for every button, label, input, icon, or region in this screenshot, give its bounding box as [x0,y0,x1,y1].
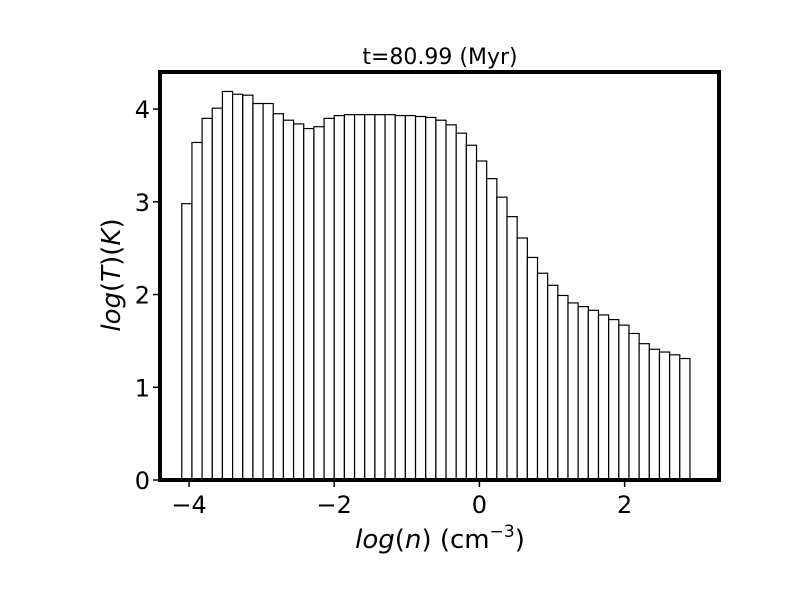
x-axis-label-var: n [405,525,421,555]
x-tick-label: −2 [317,491,352,519]
x-tick-label: 2 [617,491,632,519]
y-tick-label: 2 [135,282,150,310]
x-axis-label-open: ( [395,525,405,555]
bars [181,90,691,481]
x-tick-label: 0 [472,491,487,519]
histogram-bar [211,107,224,481]
histogram-bar [628,332,640,481]
histogram-bar [435,119,447,481]
histogram-bar [333,114,345,481]
histogram-bar [221,90,234,481]
histogram-bar [608,318,620,481]
histogram-bar [445,124,457,481]
x-tick-label: −4 [171,491,206,519]
histogram-bar [201,117,213,481]
histogram-bar [587,309,600,481]
histogram-bar [353,114,366,481]
y-tick-label: 4 [135,96,150,124]
histogram-bar [526,256,539,481]
y-axis-label-open: ( [97,282,127,292]
y-tick-label: 1 [135,374,150,402]
histogram-bar [557,294,569,481]
y-axis-label-unit-close: ) [97,218,127,228]
histogram-bar [547,284,559,481]
histogram-bar [455,132,467,481]
plot-frame [158,70,721,482]
histogram-bar [496,196,508,481]
y-tick-label: 3 [135,189,150,217]
histogram-bar [618,324,630,481]
histogram-bar [536,272,549,481]
histogram-bar [425,116,437,481]
histogram-bar [597,314,610,481]
y-axis-ticks: 0 1 2 3 4 [135,96,160,495]
histogram-bar [303,127,315,481]
chart-title: t=80.99 (Myr) [362,45,517,70]
x-axis-label-close: ) [421,525,431,555]
y-axis-label: log(T)(K) [97,218,127,331]
histogram-bar [364,114,376,481]
histogram-bar [191,141,203,481]
x-axis-ticks: −4 −2 0 2 [171,480,632,519]
histogram-bar [384,114,396,481]
y-axis-label-close: ) [97,256,127,266]
x-axis-label-unit-exponent: −3 [490,522,515,542]
histogram-bar [577,306,589,481]
histogram-bar [679,357,691,481]
x-axis-label-unit: (cm [432,525,490,555]
histogram-bar [323,117,335,481]
histogram-bar [343,114,356,481]
histogram-bar [669,354,681,481]
histogram-bar [638,343,650,481]
histogram-bar [313,126,325,481]
histogram-bar [567,302,579,481]
y-axis-label-unit: K [97,227,127,246]
histogram-bar [181,203,193,481]
y-axis-label-func: log [97,292,127,332]
y-tick-label: 0 [135,467,150,495]
histogram-bar [262,102,274,481]
histogram-bar [374,114,386,481]
histogram-bar [404,114,417,481]
histogram-bar [414,115,427,481]
histogram-bar [394,114,406,481]
histogram-bar [252,102,264,481]
histogram-bar [475,160,488,481]
histogram-bar [658,351,671,481]
histogram-bar [292,123,305,481]
histogram-bar [648,348,661,481]
histogram-bar [242,94,254,481]
histogram-bar [486,178,498,481]
y-axis-label-var: T [97,264,127,282]
histogram-bar [516,237,528,481]
x-axis-label-unit-close: ) [515,525,525,555]
x-axis-label: log(n) (cm−3) [355,522,525,555]
histogram-bar [272,113,285,481]
histogram-bar [282,119,295,481]
histogram-bar [231,93,244,481]
y-axis-label-unit-open: ( [97,246,127,256]
x-axis-label-func: log [355,525,395,555]
histogram-bar [465,144,478,481]
histogram-bar [506,216,518,481]
